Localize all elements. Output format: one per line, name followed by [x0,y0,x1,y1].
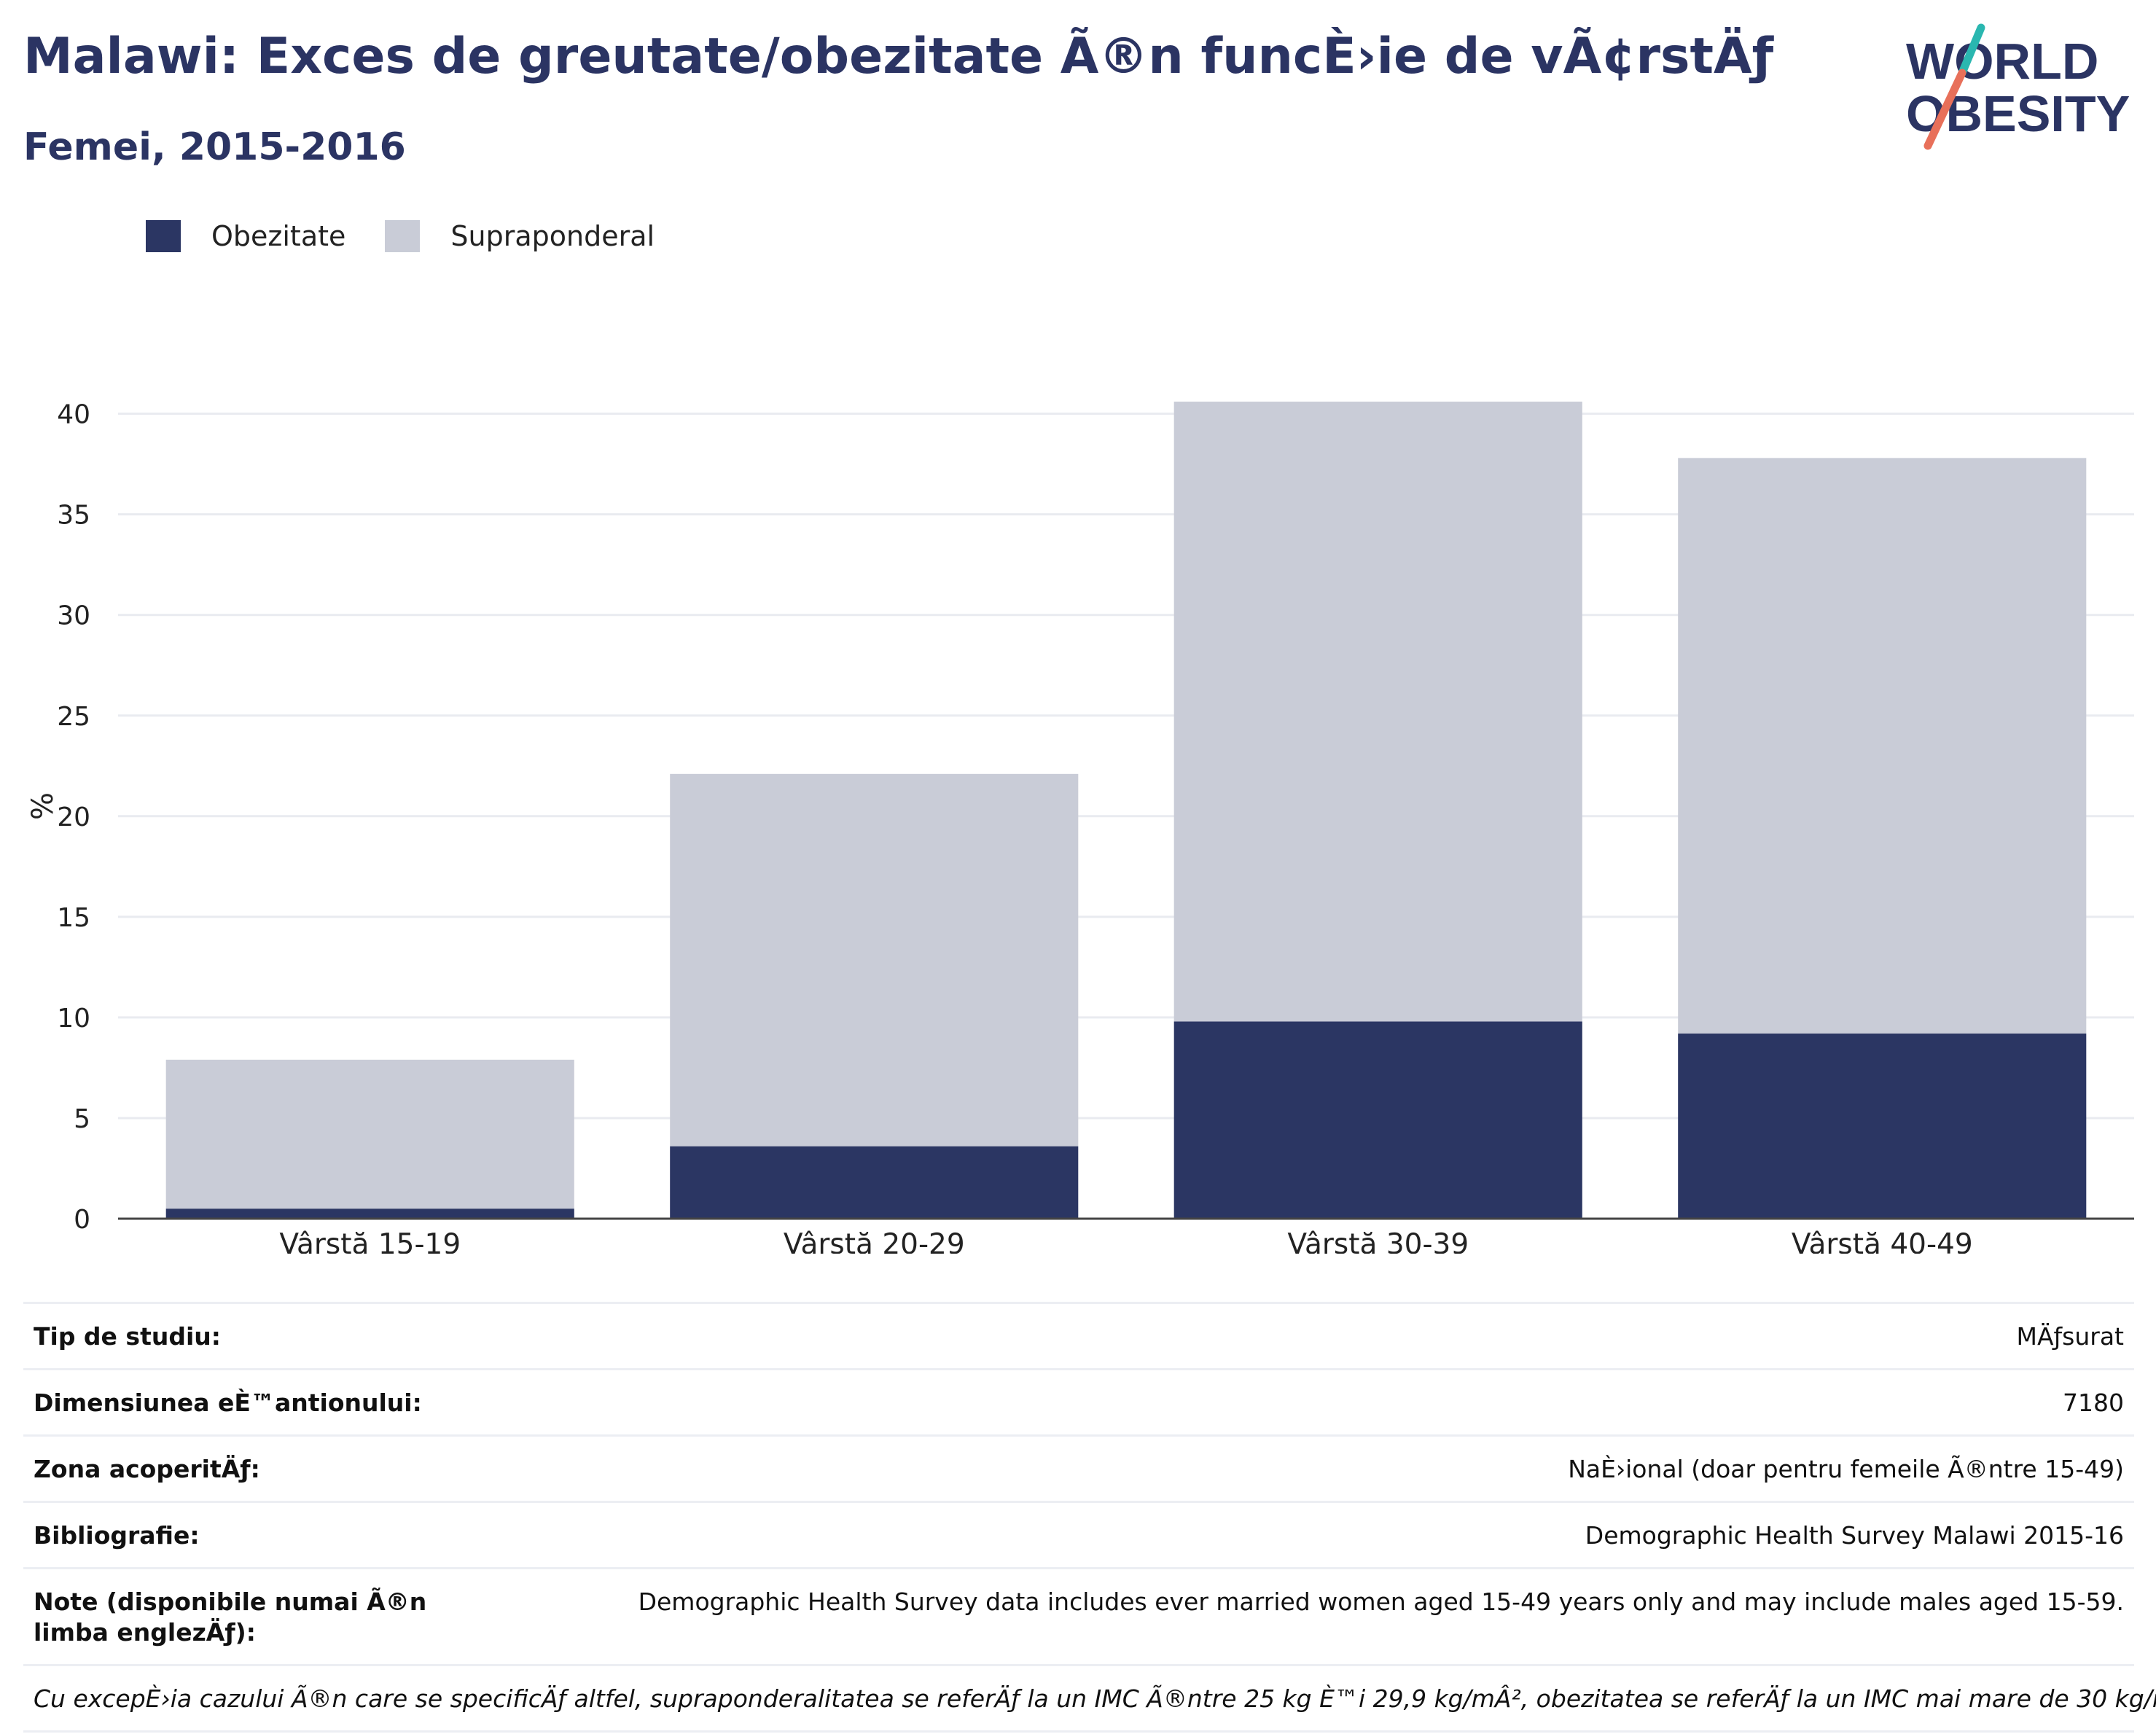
info-row-sample-size: Dimensiunea eÈ™antionului: 7180 [23,1368,2134,1434]
info-row-study-type: Tip de studiu: MÄƒsurat [23,1302,2134,1368]
world-obesity-logo: WORLD OBESITY [1906,23,2130,150]
study-info-table: Tip de studiu: MÄƒsurat Dimensiunea eÈ™a… [23,1302,2156,1733]
logo-word-world: WORLD [1906,33,2098,90]
y-tick-label: 15 [57,903,90,933]
y-tick-label: 25 [57,702,90,732]
x-tick-label: Vârstă 20-29 [784,1228,965,1254]
legend-item-overweight[interactable]: Supraponderal [385,220,655,252]
bar-overweight [165,1059,574,1209]
legend-item-obesity[interactable]: Obezitate [146,220,345,252]
y-tick-label: 20 [57,802,90,832]
logo-slash-teal [1958,23,1985,77]
info-value: Demographic Health Survey Malawi 2015-16 [1585,1521,2124,1550]
bar-overweight [1678,458,2087,1034]
chart-subtitle: Femei, 2015-2016 [23,125,406,169]
bar-obesity [1173,1021,1582,1219]
info-row-coverage: Zona acoperitÄƒ: NaÈ›ional (doar pentru … [23,1434,2134,1501]
x-tick-label: Vârstă 15-19 [279,1228,461,1254]
y-axis-label: % [26,792,60,820]
info-key: Zona acoperitÄƒ: [34,1455,260,1483]
info-key: Bibliografie: [34,1521,200,1550]
x-tick-label: Vârstă 40-49 [1792,1228,1973,1254]
info-value: NaÈ›ional (doar pentru femeile Ã®ntre 15… [1568,1455,2124,1483]
bmi-definition-footnote: Cu excepÈ›ia cazului Ã®n care se specifi… [23,1664,2156,1733]
info-value: 7180 [2063,1389,2124,1417]
bar-obesity [1678,1033,2087,1219]
y-tick-label: 35 [57,501,90,531]
info-key: Dimensiunea eÈ™antionului: [34,1389,422,1417]
info-key: Note (disponibile numai Ã®n limba englez… [34,1587,427,1647]
info-row-bibliography: Bibliografie: Demographic Health Survey … [23,1501,2134,1567]
info-key: Tip de studiu: [34,1322,221,1351]
legend-label-obesity: Obezitate [211,220,346,252]
bar-overweight [670,773,1079,1147]
bar-overweight [1173,402,1582,1022]
info-row-notes: Note (disponibile numai Ã®n limba englez… [23,1567,2134,1664]
info-value: Demographic Health Survey data includes … [638,1587,2124,1616]
info-value: MÄƒsurat [2016,1322,2124,1351]
legend-label-overweight: Supraponderal [450,220,655,252]
chart-title: Malawi: Exces de greutate/obezitate Ã®n … [23,28,1774,85]
stacked-bar-chart: 0 5 10 15 20 25 30 35 40% Vârstă 15-19 Vârstă 20-2… [26,400,2134,1254]
legend-swatch-overweight [385,220,421,252]
x-tick-label: Vârstă 30-39 [1287,1228,1469,1254]
y-tick-label: 5 [74,1104,90,1134]
logo-slash-coral [1923,69,1966,150]
y-tick-label: 10 [57,1004,90,1034]
bar-obesity [670,1146,1079,1219]
y-tick-label: 0 [74,1205,90,1235]
legend-swatch-obesity [146,220,181,252]
y-tick-label: 30 [57,601,90,631]
bar-obesity [165,1208,574,1219]
y-tick-label: 40 [57,400,90,430]
chart-legend: Obezitate Supraponderal [146,217,694,255]
